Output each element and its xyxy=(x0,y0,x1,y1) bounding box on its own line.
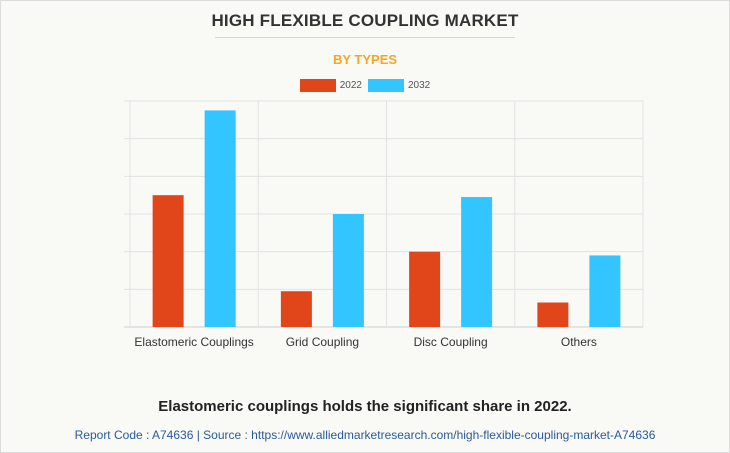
legend-swatch-2022 xyxy=(299,79,336,92)
bar-2032-disc-coupling xyxy=(461,197,493,327)
bar-2032-elastomeric-couplings xyxy=(204,110,236,328)
x-tick-label: Others xyxy=(561,335,597,349)
legend: 2022 2032 xyxy=(0,79,730,92)
chart-title: HIGH FLEXIBLE COUPLING MARKET xyxy=(211,11,519,30)
legend-item-2032: 2032 xyxy=(368,79,430,92)
chart-subtitle: BY TYPES xyxy=(332,52,398,67)
bar-2032-grid-coupling xyxy=(332,214,364,327)
bar-2022-others xyxy=(537,302,569,327)
x-tick-label: Grid Coupling xyxy=(286,335,359,349)
legend-label-2032: 2032 xyxy=(408,80,431,91)
bar-2022-disc-coupling xyxy=(409,251,441,327)
x-tick-label: Disc Coupling xyxy=(414,335,488,349)
bar-2022-grid-coupling xyxy=(280,291,312,327)
x-tick-label: Elastomeric Couplings xyxy=(134,335,253,349)
bar-2022-elastomeric-couplings xyxy=(152,195,184,327)
chart-caption: Elastomeric couplings holds the signific… xyxy=(158,398,572,415)
legend-item-2022: 2022 xyxy=(299,79,362,92)
legend-label-2022: 2022 xyxy=(339,80,362,91)
bar-2032-others xyxy=(589,255,621,327)
legend-swatch-2032 xyxy=(368,79,404,92)
title-divider xyxy=(215,37,515,38)
source-line: Report Code : A74636 | Source : https://… xyxy=(74,428,656,442)
